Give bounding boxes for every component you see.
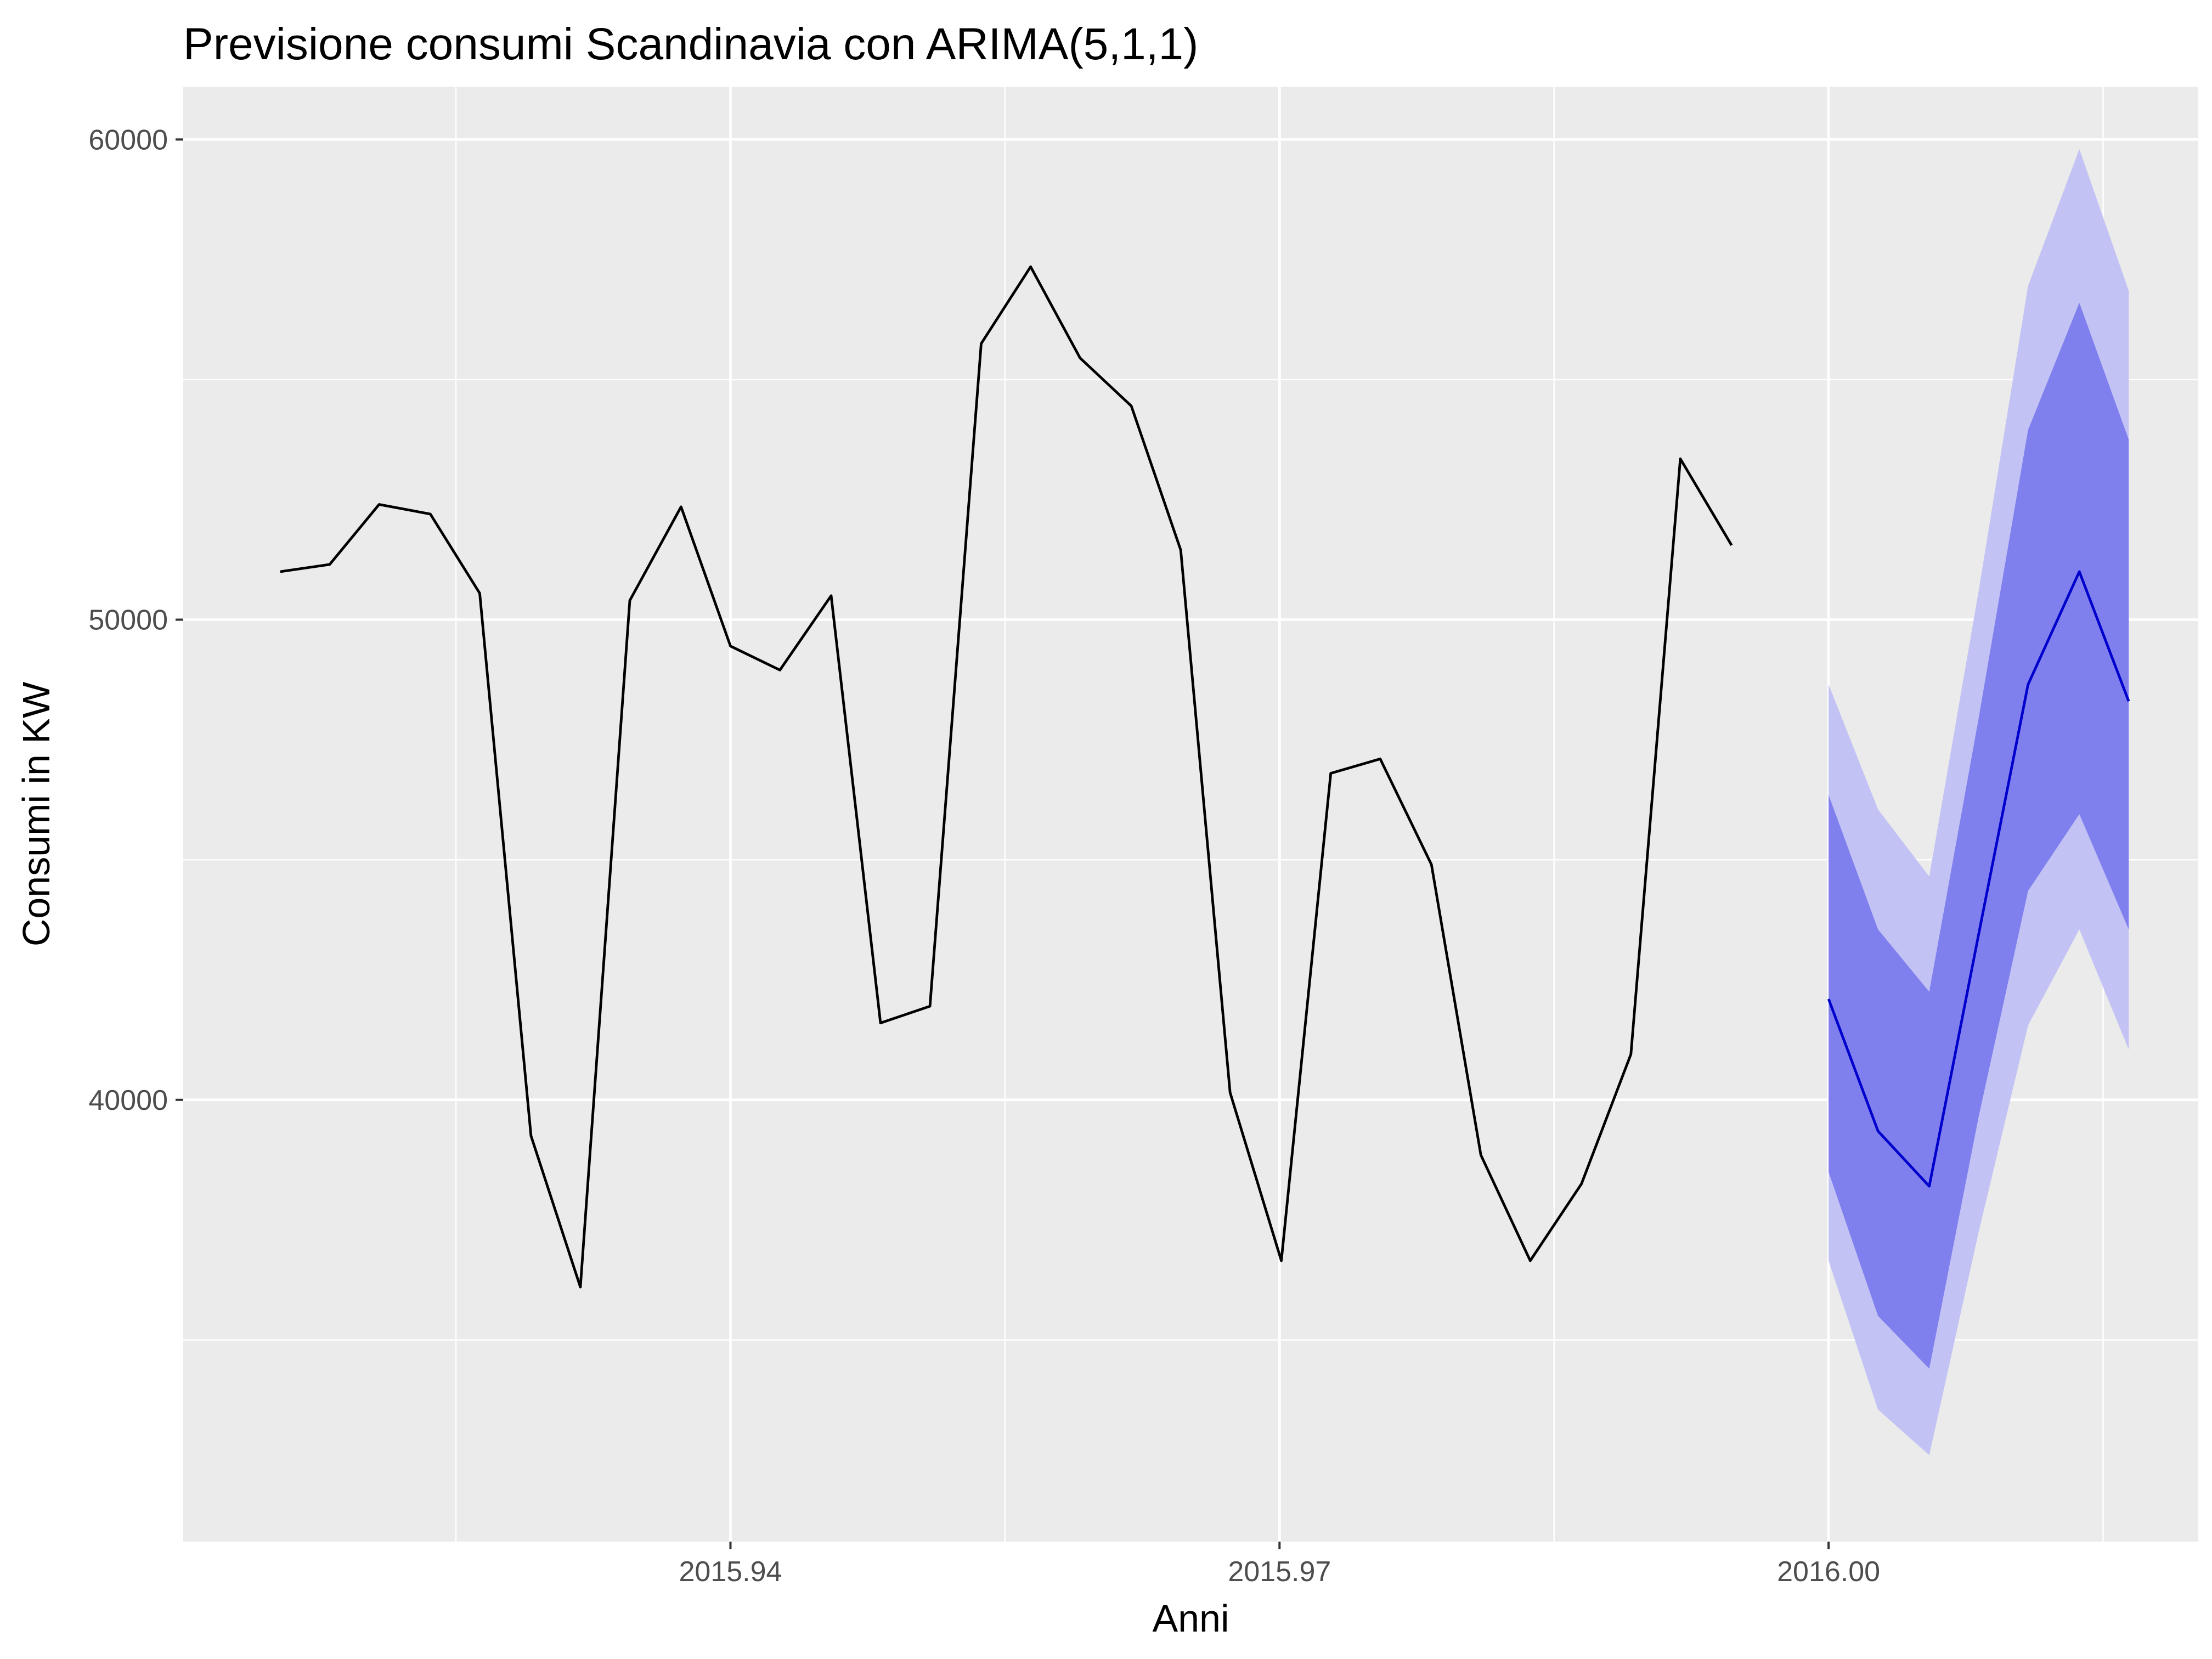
x-tick-label: 2016.00 [1777,1556,1880,1588]
chart-title: Previsione consumi Scandinavia con ARIMA… [183,19,1198,69]
x-axis-title: Anni [1152,1597,1229,1640]
x-tick-label: 2015.97 [1228,1556,1331,1588]
forecast-line [1827,570,2130,1188]
y-axis-title: Consumi in KW [15,682,58,946]
y-tick-label: 60000 [88,124,168,156]
x-tick-label: 2015.94 [679,1556,782,1588]
y-tick-label: 40000 [88,1085,168,1116]
interval-80-band [1829,302,2129,1369]
historical-line [280,265,1733,1289]
y-tick-label: 50000 [88,605,168,636]
